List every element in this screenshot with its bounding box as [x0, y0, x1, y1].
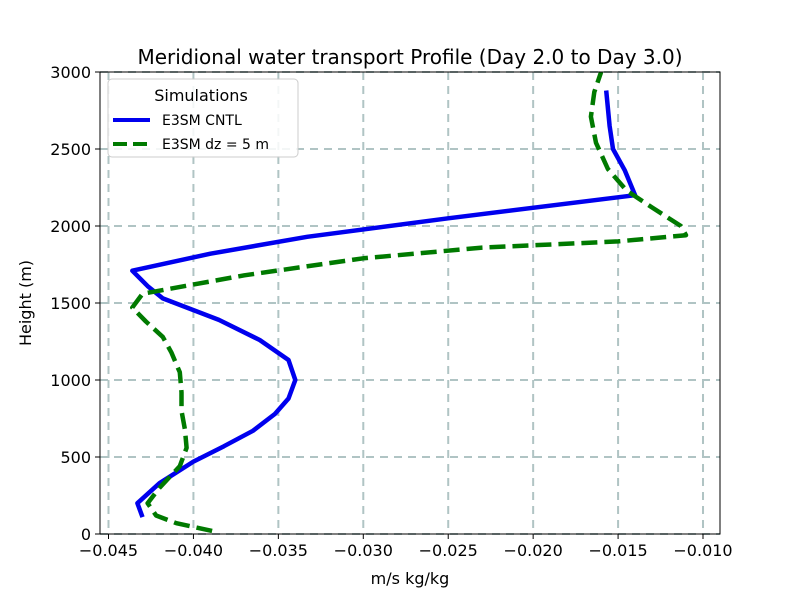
x-tick-label: −0.030 [334, 541, 393, 560]
x-axis-label: m/s kg/kg [371, 569, 450, 588]
y-tick-label: 2000 [50, 217, 91, 236]
x-tick-label: −0.045 [79, 541, 138, 560]
y-tick-label: 1500 [50, 294, 91, 313]
x-tick-label: −0.035 [249, 541, 308, 560]
x-tick-label: −0.015 [588, 541, 647, 560]
x-tick-label: −0.025 [419, 541, 478, 560]
legend-title: Simulations [154, 86, 248, 105]
y-tick-label: 500 [60, 448, 91, 467]
legend-label-cntl: E3SM CNTL [162, 113, 242, 129]
x-tick-label: −0.040 [164, 541, 223, 560]
y-tick-label: 1000 [50, 371, 91, 390]
series-line-e3sm-cntl [130, 90, 638, 518]
y-tick-label: 3000 [50, 63, 91, 82]
legend-label-dz5: E3SM dz = 5 m [162, 137, 269, 153]
series-line-e3sm-dz5 [130, 71, 689, 534]
legend-box [107, 78, 299, 158]
y-tick-label: 2500 [50, 140, 91, 159]
legend: Simulations E3SM CNTL E3SM dz = 5 m [107, 78, 299, 158]
x-tick-label: −0.010 [673, 541, 732, 560]
y-axis-label: Height (m) [16, 260, 35, 346]
plot-series [130, 71, 689, 534]
x-tick-label: −0.020 [504, 541, 563, 560]
axis-ticks: −0.045 −0.040 −0.035 −0.030 −0.025 −0.020 −0.0… [50, 63, 732, 560]
chart-title: Meridional water transport Profile (Day … [137, 45, 682, 69]
y-tick-label: 0 [81, 525, 91, 544]
